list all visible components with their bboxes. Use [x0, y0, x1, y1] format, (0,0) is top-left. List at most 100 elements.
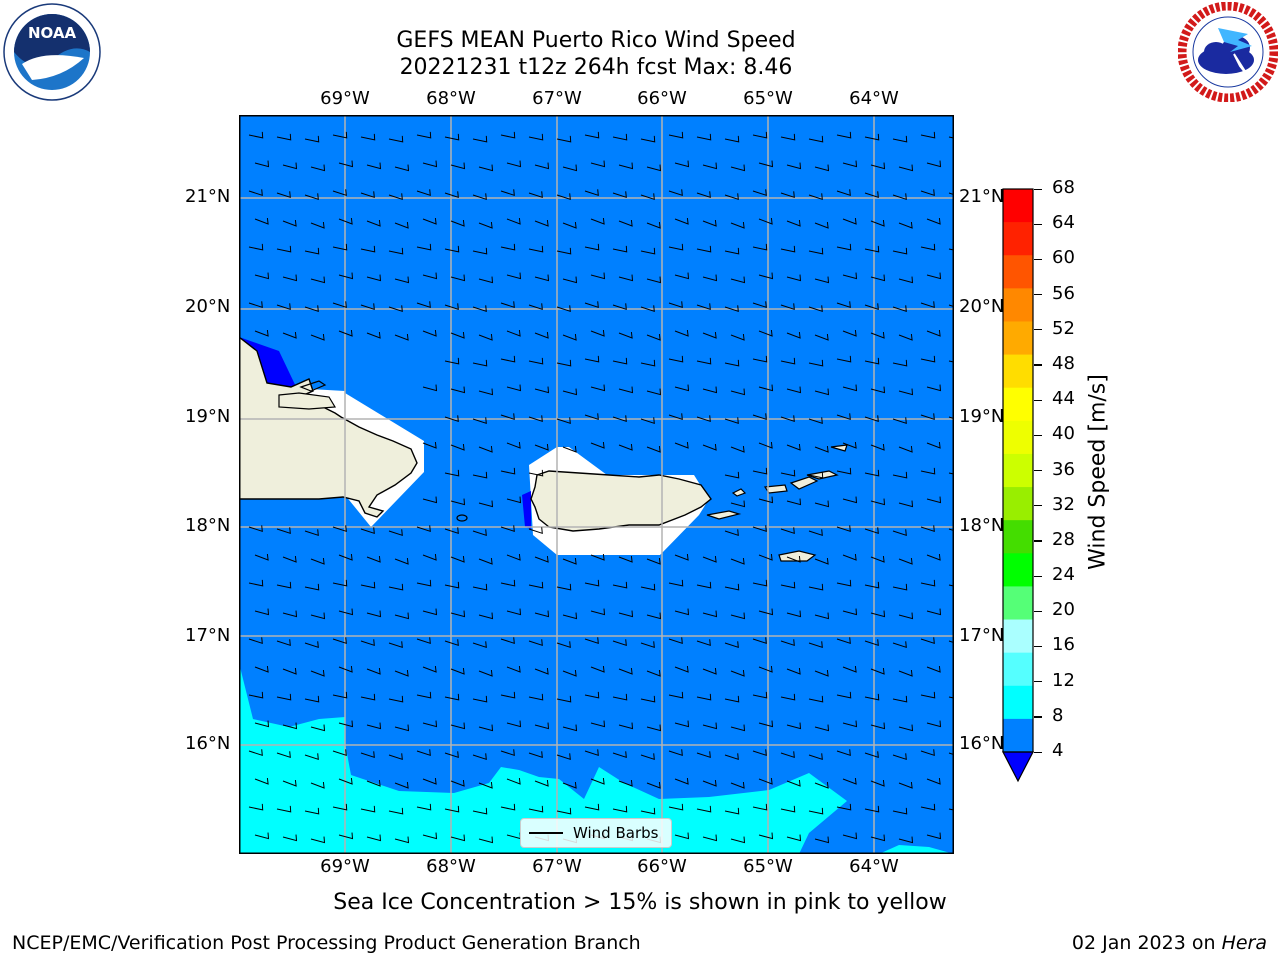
colorbar-bin	[1003, 685, 1033, 720]
wind-barb	[444, 805, 460, 813]
colorbar-tick-mark	[1034, 681, 1042, 683]
wind-barb	[478, 612, 494, 620]
wind-barb	[472, 247, 488, 255]
wind-barb	[870, 498, 886, 506]
wind-barb	[388, 305, 403, 313]
wind-barb	[808, 135, 824, 143]
wind-barb	[758, 720, 774, 728]
wind-barb	[836, 525, 851, 533]
wind-barb	[814, 724, 830, 732]
wind-barb	[702, 834, 718, 842]
colorbar-bin	[1003, 387, 1033, 422]
wind-barb	[898, 500, 914, 508]
wind-barb	[534, 274, 550, 282]
wind-barb	[534, 219, 549, 227]
wind-barb	[780, 245, 796, 253]
hispaniola-land	[239, 336, 418, 518]
wind-barb	[562, 276, 578, 284]
wind-barb	[590, 160, 606, 168]
lat-label-left-21n: 21°N	[185, 186, 231, 207]
wind-barb	[618, 219, 633, 227]
wind-barb	[500, 413, 515, 421]
wind-barb	[646, 388, 662, 396]
wind-barb	[444, 693, 460, 701]
wind-barbs-legend: Wind Barbs	[520, 818, 672, 848]
wind-barb	[618, 722, 634, 730]
wind-barb	[478, 221, 493, 229]
wind-barb	[696, 191, 711, 199]
island-culebra	[731, 488, 747, 497]
wind-barb	[786, 722, 802, 730]
wind-barb	[842, 160, 858, 168]
wind-barb	[254, 160, 270, 168]
wind-barb	[674, 217, 689, 225]
wind-barb	[674, 608, 690, 616]
wind-barb	[618, 443, 633, 451]
wind-barb	[836, 579, 852, 587]
island-anegada	[830, 444, 848, 452]
wind-barb	[282, 331, 297, 339]
wind-barb	[478, 388, 494, 396]
wind-barb	[752, 467, 768, 475]
wind-barb	[282, 834, 298, 842]
wind-barb	[282, 219, 297, 227]
wind-barb	[926, 441, 941, 449]
colorbar-bin	[1003, 189, 1033, 223]
wind-barb	[444, 751, 459, 759]
wind-barb	[416, 749, 431, 757]
wind-barb	[450, 722, 466, 730]
wind-barb	[422, 553, 437, 561]
wind-barb	[780, 191, 795, 199]
wind-barb	[808, 417, 823, 425]
wind-barb	[276, 751, 291, 759]
wind-barb	[724, 583, 740, 591]
wind-barb	[416, 301, 431, 309]
wind-barb	[730, 164, 746, 172]
colorbar-tick-mark	[1034, 575, 1042, 577]
wind-barb	[366, 667, 381, 675]
colorbar-tick-label: 36	[1052, 458, 1075, 480]
wind-barb	[836, 691, 852, 699]
wind-barb	[556, 641, 571, 649]
wind-barb	[920, 131, 936, 139]
wind-barb	[332, 803, 348, 811]
wind-barb	[254, 272, 270, 280]
wind-barb	[422, 384, 438, 392]
colorbar-tick-label: 28	[1052, 528, 1075, 550]
wind-barb	[478, 781, 493, 789]
wind-barb	[444, 303, 459, 311]
wind-barb	[898, 221, 913, 229]
wind-barb	[926, 777, 941, 785]
wind-barb	[674, 720, 690, 728]
wind-barb	[472, 807, 488, 815]
wind-barb	[338, 777, 353, 785]
colorbar-bin	[1003, 453, 1033, 488]
wind-barb	[310, 612, 326, 620]
lat-label-left-19n: 19°N	[185, 406, 231, 427]
wind-barb	[360, 805, 376, 813]
wind-barb	[556, 135, 572, 143]
wind-barb	[730, 669, 745, 677]
colorbar-tick-label: 60	[1052, 247, 1075, 269]
wind-barb	[562, 724, 578, 732]
wind-barb	[506, 272, 522, 280]
wind-barb	[332, 579, 348, 587]
wind-barb	[612, 415, 627, 423]
wind-barb	[584, 131, 600, 139]
wind-barb	[836, 413, 851, 421]
wind-barb	[584, 691, 600, 699]
wind-barb	[450, 610, 466, 618]
wind-barb	[758, 329, 773, 337]
wind-barb	[590, 217, 605, 225]
legend-line-icon	[529, 832, 563, 834]
wind-barb	[926, 384, 942, 392]
wind-barb	[310, 724, 326, 732]
wind-barb	[836, 803, 852, 811]
wind-barb	[500, 803, 516, 811]
wind-barb	[618, 274, 634, 282]
wind-barb	[730, 500, 746, 508]
wind-barb	[730, 836, 746, 844]
wind-barb	[730, 445, 745, 453]
colorbar-bin	[1003, 619, 1033, 654]
map-title-line-2: 20221231 t12z 264h fcst Max: 8.46	[399, 55, 793, 80]
